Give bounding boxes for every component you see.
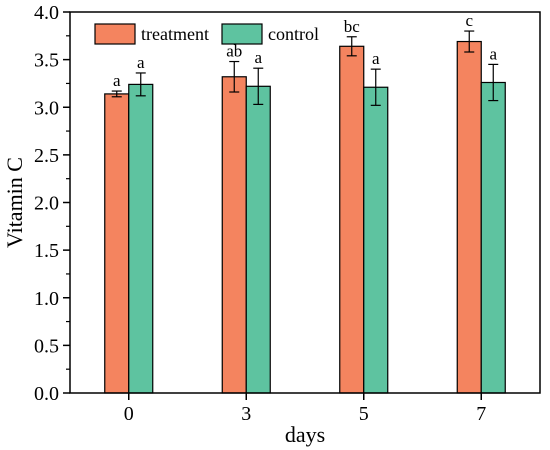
significance-label-control-day-0: a <box>137 53 145 72</box>
y-tick-label-3.0: 3.0 <box>34 97 59 119</box>
y-axis-title: Vitamin C <box>2 157 27 248</box>
bars-layer <box>104 40 506 394</box>
x-tick-label-3: 3 <box>241 403 251 425</box>
y-axis-ticks: 0.0 0.5 1.0 1.5 2.0 2.5 3.0 3.5 4.0 <box>34 2 70 405</box>
significance-label-treatment-day-0: a <box>113 71 121 90</box>
bar-control-day-3 <box>245 85 271 394</box>
bar-control-day-5 <box>363 86 389 394</box>
y-tick-label-4.0: 4.0 <box>34 2 59 24</box>
x-tick-label-0: 0 <box>124 403 134 425</box>
significance-label-treatment-day-7: c <box>465 11 473 30</box>
x-tick-label-7: 7 <box>476 403 486 425</box>
x-tick-label-5: 5 <box>359 403 369 425</box>
y-tick-label-3.5: 3.5 <box>34 50 59 72</box>
x-axis-title: days <box>285 422 325 447</box>
y-tick-label-2.0: 2.0 <box>34 193 59 215</box>
legend: treatment control <box>94 23 319 45</box>
y-tick-label-1.5: 1.5 <box>34 240 59 262</box>
y-tick-label-0.5: 0.5 <box>34 335 59 357</box>
x-axis-ticks: 0 3 5 7 <box>124 393 486 425</box>
y-tick-label-0.0: 0.0 <box>34 383 59 405</box>
legend-swatch-treatment <box>94 23 136 45</box>
legend-label-control: control <box>268 24 319 44</box>
legend-label-treatment: treatment <box>141 24 209 44</box>
significance-label-treatment-day-3: ab <box>226 42 242 61</box>
bar-treatment-day-3 <box>221 76 247 394</box>
significance-label-control-day-7: a <box>489 44 497 63</box>
significance-label-treatment-day-5: bc <box>344 17 361 36</box>
bar-control-day-0 <box>128 83 154 394</box>
legend-swatch-control <box>221 23 263 45</box>
bar-treatment-day-0 <box>104 93 130 394</box>
bar-treatment-day-7 <box>456 40 482 394</box>
y-tick-label-1.0: 1.0 <box>34 288 59 310</box>
significance-label-control-day-5: a <box>372 49 380 68</box>
significance-label-control-day-3: a <box>254 48 262 67</box>
bar-treatment-day-5 <box>339 45 365 394</box>
bar-control-day-7 <box>480 81 506 394</box>
y-tick-label-2.5: 2.5 <box>34 145 59 167</box>
error-bars-layer <box>111 30 499 106</box>
